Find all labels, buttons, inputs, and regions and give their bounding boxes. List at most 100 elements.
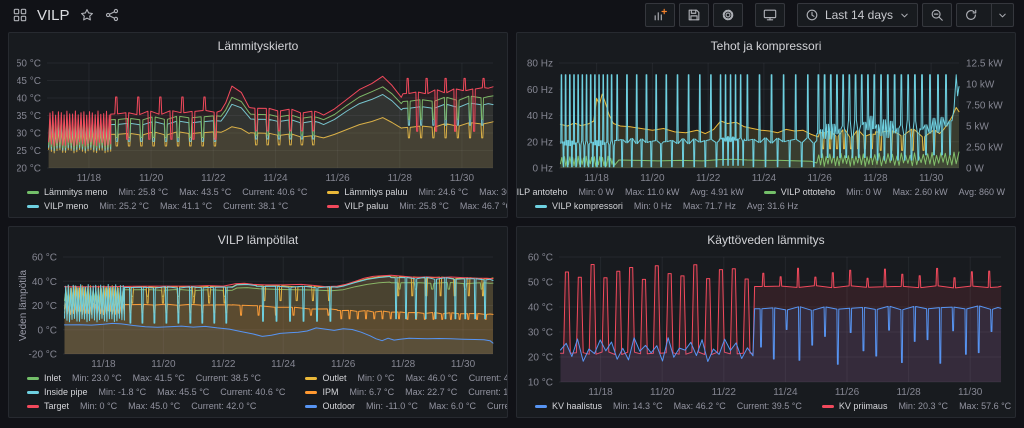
save-dashboard-button[interactable] (678, 3, 709, 27)
svg-text:11/24: 11/24 (271, 359, 296, 370)
legend-item-vilp-antoteho[interactable]: VILP antoteho Min: 0 W Max: 11.0 kW Avg: 4.… (516, 185, 744, 199)
legend-item-inside-pipe[interactable]: Inside pipe Min: -1.8 °C Max: 45.5 °C Curre… (27, 385, 285, 399)
legend-item-vilp-meno[interactable]: VILP meno Min: 25.2 °C Max: 41.1 °C Current… (27, 199, 307, 213)
legend-item-outlet[interactable]: Outlet Min: 0 °C Max: 46.0 °C Current: 42.7… (305, 371, 507, 385)
time-range-picker[interactable]: Last 14 days (796, 3, 918, 27)
svg-text:5 kW: 5 kW (966, 122, 989, 133)
series-stat: Max: 57.6 °C (959, 401, 1012, 411)
series-stat: Min: 6.7 °C (349, 387, 395, 397)
series-color-marker (763, 190, 776, 194)
svg-text:60 °C: 60 °C (528, 253, 553, 264)
svg-text:11/28: 11/28 (388, 173, 413, 184)
legend-item-l-mmitys-meno[interactable]: Lämmitys meno Min: 25.8 °C Max: 43.5 °C Cur… (27, 185, 307, 199)
dashboard-settings-button[interactable] (712, 3, 743, 27)
series-stat: Max: 46.0 °C (405, 373, 458, 383)
series-stat: Current: 42.0 °C (191, 401, 257, 411)
svg-text:11/22: 11/22 (211, 359, 236, 370)
legend-item-vilp-kompressori[interactable]: VILP kompressori Min: 0 Hz Max: 71.7 Hz Avg… (535, 199, 798, 213)
svg-text:11/18: 11/18 (91, 359, 116, 370)
series-stat: Min: 0 Hz (633, 201, 672, 211)
series-stat: Max: 45.0 °C (128, 401, 181, 411)
svg-text:2.50 kW: 2.50 kW (966, 143, 1003, 154)
series-stat: Avg: 860 W (958, 187, 1005, 197)
svg-text:12.5 kW: 12.5 kW (966, 59, 1003, 70)
tehot-ja-kompressori-chart-canvas[interactable]: 0 Hz 20 Hz 40 Hz 60 Hz 80 Hz 11/18 11/20 11/22 1… (525, 55, 1007, 185)
svg-text:11/18: 11/18 (588, 387, 613, 398)
series-color-marker (305, 390, 318, 394)
svg-text:11/30: 11/30 (451, 359, 476, 370)
legend-item-vilp-ottoteho[interactable]: VILP ottoteho Min: 0 W Max: 2.60 kW Avg: 86… (763, 185, 1005, 199)
series-stat: Max: 41.1 °C (160, 201, 213, 211)
legend-item-outdoor[interactable]: Outdoor Min: -11.0 °C Max: 6.0 °C Current: … (305, 399, 507, 413)
vilp-lampotilat-chart-canvas[interactable]: -20 °C 0 °C 20 °C 40 °C 60 °C 11/18 11/20 11/22… (17, 249, 499, 370)
series-color-marker (535, 204, 547, 208)
series-label: VILP antoteho (516, 187, 568, 197)
panel-title-kayttoveden-lammitys[interactable]: Käyttöveden lämmitys (707, 233, 825, 247)
svg-text:30 °C: 30 °C (17, 129, 41, 140)
svg-text:11/18: 11/18 (584, 173, 609, 184)
svg-text:11/28: 11/28 (896, 387, 921, 398)
panel-title-tehot-ja-kompressori[interactable]: Tehot ja kompressori (710, 39, 822, 53)
star-dashboard-button[interactable] (79, 7, 95, 23)
legend-item-target[interactable]: Target Min: 0 °C Max: 45.0 °C Current: 42.0… (27, 399, 285, 413)
series-stat: Current: 40.6 °C (242, 187, 308, 197)
kayttoveden-lammitys-legend: KV haalistus Min: 14.3 °C Max: 46.2 °C Curr… (525, 398, 1011, 413)
svg-text:11/20: 11/20 (151, 359, 176, 370)
panel-kayttoveden-lammitys: Käyttöveden lämmitys 10 °C 20 °C 30 °C 40 °… (516, 226, 1016, 418)
svg-text:11/22: 11/22 (696, 173, 721, 184)
series-stat: Min: 14.3 °C (613, 401, 663, 411)
svg-text:11/24: 11/24 (773, 387, 798, 398)
series-color-marker (327, 190, 340, 194)
svg-text:20 °C: 20 °C (17, 164, 41, 175)
refresh-interval-dropdown[interactable] (991, 4, 1013, 26)
svg-text:20 Hz: 20 Hz (527, 137, 553, 148)
svg-text:-20 °C: -20 °C (29, 350, 57, 361)
series-stat: Min: 25.8 °C (399, 201, 449, 211)
zoom-out-time-button[interactable] (922, 3, 952, 27)
svg-text:11/24: 11/24 (263, 173, 288, 184)
series-stat: Min: 0 °C (80, 401, 118, 411)
legend-item-ipm[interactable]: IPM Min: 6.7 °C Max: 22.7 °C Current: 12.7 … (305, 385, 507, 399)
kayttoveden-lammitys-chart-canvas[interactable]: 10 °C 20 °C 30 °C 40 °C 50 °C 60 °C 11/18 11/20… (525, 249, 1007, 398)
series-color-marker (27, 204, 39, 208)
legend-item-inlet[interactable]: Inlet Min: 23.0 °C Max: 41.5 °C Current: 38… (27, 371, 285, 385)
series-label: KV priimaus (838, 401, 888, 411)
series-stat: Current: 38.5 °C (195, 373, 261, 383)
svg-text:11/26: 11/26 (331, 359, 356, 370)
svg-text:11/22: 11/22 (201, 173, 226, 184)
add-panel-button[interactable] (644, 3, 675, 27)
series-stat: Max: 6.0 °C (428, 401, 477, 411)
star-icon (80, 9, 93, 21)
series-stat: Max: 22.7 °C (405, 387, 458, 397)
dashboards-grid-button[interactable] (12, 7, 28, 23)
svg-text:10 °C: 10 °C (528, 378, 553, 389)
series-stat: Min: 20.3 °C (898, 401, 949, 411)
kiosk-mode-button[interactable] (754, 3, 785, 27)
refresh-dashboard-button[interactable] (957, 4, 985, 26)
series-stat: Min: -11.0 °C (365, 401, 418, 411)
lammityskierto-chart-canvas[interactable]: 20 °C 25 °C 30 °C 35 °C 40 °C 45 °C 50 °C 11/18… (17, 55, 499, 184)
share-dashboard-button[interactable] (104, 7, 120, 23)
legend-item-kv-haalistus[interactable]: KV haalistus Min: 14.3 °C Max: 46.2 °C Curr… (535, 399, 802, 413)
svg-text:11/18: 11/18 (77, 173, 102, 184)
series-stat: Max: 43.5 °C (179, 187, 232, 197)
apps-grid-icon (13, 8, 27, 22)
svg-text:11/30: 11/30 (450, 173, 475, 184)
vilp-lampotilat-legend: Inlet Min: 23.0 °C Max: 41.5 °C Current: 38… (17, 370, 507, 413)
series-label: Outdoor (322, 401, 355, 411)
series-label: IPM (322, 387, 339, 397)
series-stat: Min: -1.8 °C (98, 387, 147, 397)
dashboard-title[interactable]: VILP (37, 6, 70, 24)
series-stat: Max: 46.2 °C (673, 401, 726, 411)
chevron-down-icon (999, 13, 1006, 17)
panel-title-vilp-lampotilat[interactable]: VILP lämpötilat (217, 233, 299, 247)
svg-text:50 °C: 50 °C (528, 278, 553, 289)
series-label: Outlet (322, 373, 347, 383)
series-stat: Max: 2.60 kW (892, 187, 948, 197)
series-color-marker (27, 190, 39, 194)
panel-title-lammityskierto[interactable]: Lämmityskierto (217, 39, 299, 53)
series-label: VILP paluu (344, 201, 389, 211)
